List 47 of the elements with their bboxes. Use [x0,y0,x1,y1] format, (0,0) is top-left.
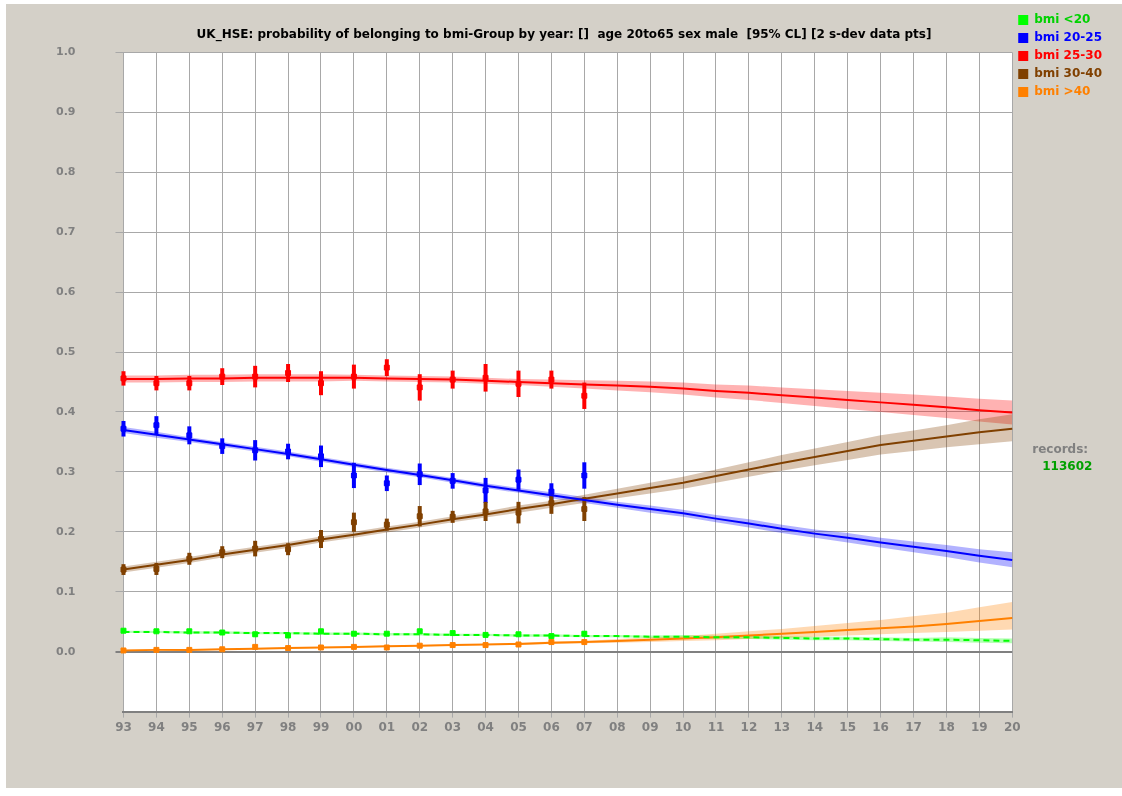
x-tick-label: 19 [970,719,988,734]
y-tick-label: 0.7 [55,225,76,239]
y-tick-label: 0.1 [55,584,76,598]
x-tick-label: 13 [773,719,791,734]
x-tick-label: 02 [411,719,429,734]
chart-title: UK_HSE: probability of belonging to bmi-Group by year: [] age 20to65 sex male [95% CL] [2 s-dev data pts] [196,27,932,43]
y-tick-label: 0.5 [55,344,76,358]
x-tick-label: 98 [279,719,297,734]
y-tick-label: 0.0 [55,644,76,658]
x-tick-label: 14 [806,719,824,734]
x-tick-label: 15 [839,719,856,734]
x-tick-label: 03 [444,719,461,734]
y-tick-label: 0.9 [55,105,76,119]
x-tick-label: 20 [1003,719,1021,734]
x-tick-label: 08 [608,719,626,734]
text: records: [1032,442,1089,457]
y-tick-label: 0.6 [55,284,76,298]
legend-label: bmi 20-25 [1034,30,1102,45]
x-tick-label: 12 [740,719,758,734]
x-tick-label: 95 [180,719,198,734]
x-tick-label: 99 [312,719,330,734]
x-tick-label: 04 [477,719,494,734]
legend-label: bmi >40 [1034,84,1091,99]
y-tick-label: 0.2 [55,524,76,538]
x-tick-label: 01 [378,719,396,734]
legend-label: bmi 30-40 [1034,66,1102,81]
x-tick-label: 10 [674,719,692,734]
legend-label: bmi <20 [1034,12,1091,27]
x-tick-label: 00 [345,719,363,734]
x-tick-label: 96 [213,719,231,734]
x-tick-label: 16 [872,719,889,734]
y-tick-label: 0.4 [55,404,76,418]
x-tick-label: 97 [246,719,264,734]
y-tick-label: 0.3 [55,464,76,478]
x-tick-label: 09 [641,719,659,734]
x-tick-label: 93 [115,719,132,734]
x-tick-label: 17 [905,719,922,734]
legend-label: bmi 25-30 [1034,48,1102,63]
x-tick-label: 18 [938,719,955,734]
x-tick-label: 06 [543,719,560,734]
y-tick-label: 0.8 [55,165,76,179]
x-tick-label: 94 [148,719,165,734]
x-tick-label: 11 [707,719,725,734]
text: 113602 [1042,459,1093,474]
x-tick-label: 05 [510,719,527,734]
y-tick-label: 1.0 [55,45,76,59]
x-tick-label: 07 [575,719,593,734]
